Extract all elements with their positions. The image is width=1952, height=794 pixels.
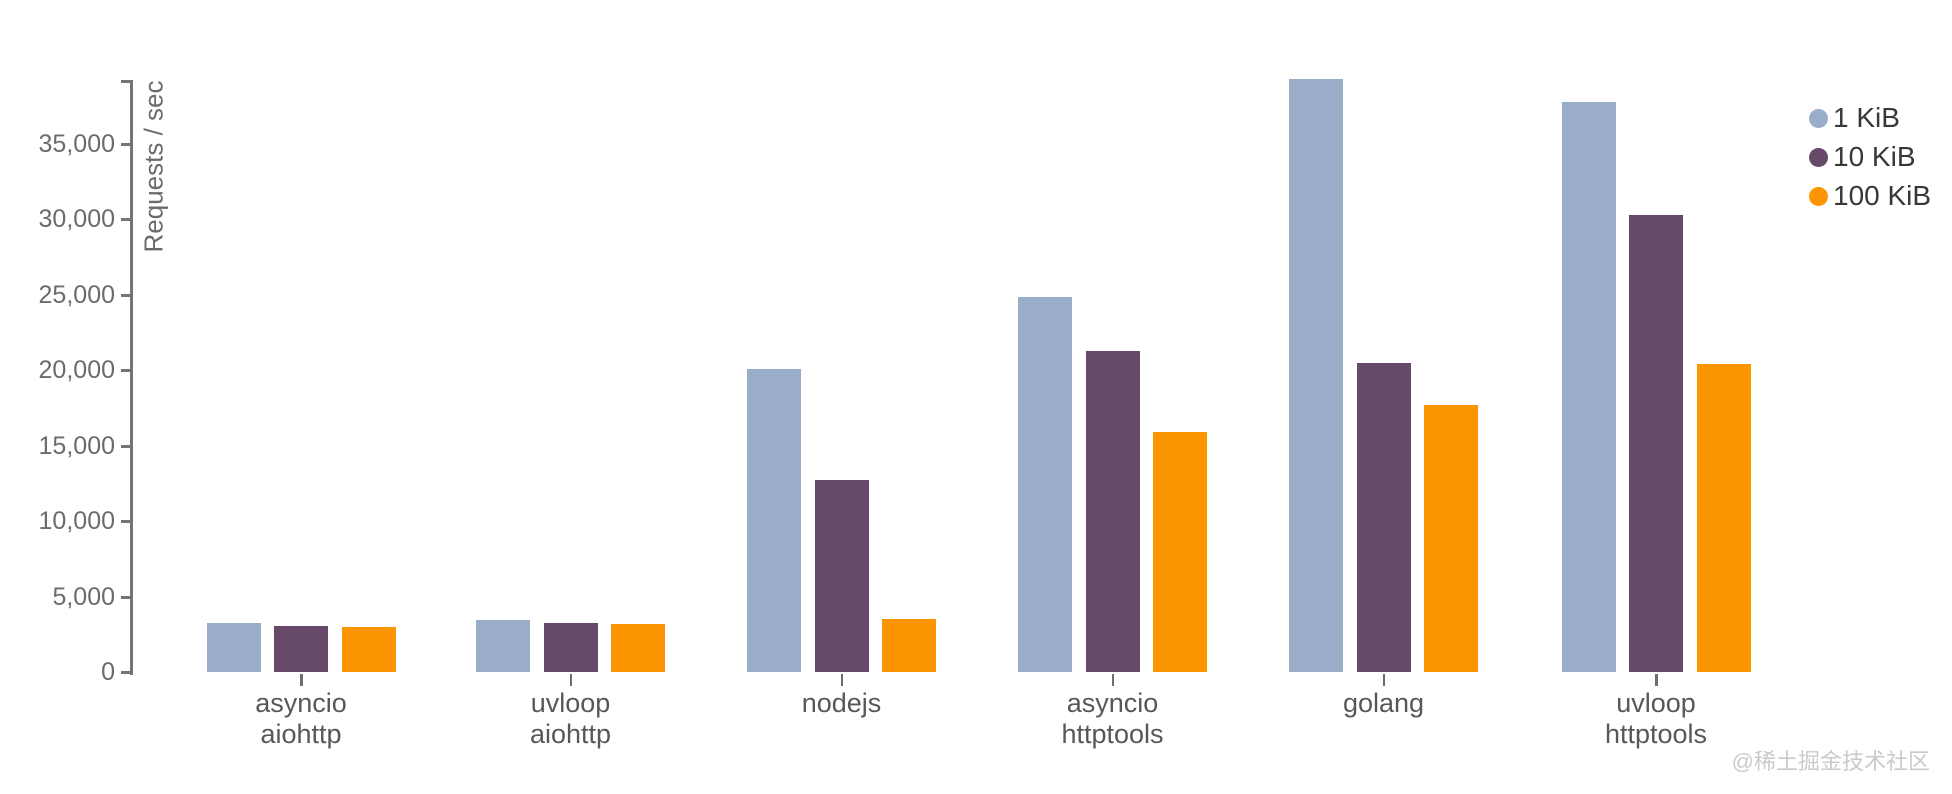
x-label-line: httptools	[1604, 719, 1708, 749]
legend-item-1-kib: 1 KiB	[1809, 104, 1900, 132]
legend-swatch-10-kib	[1809, 147, 1828, 167]
bar-100-kib-uvloop-httptools	[1696, 363, 1751, 672]
x-label-line: asyncio	[255, 688, 347, 718]
x-tick-asyncio-httptools	[1111, 674, 1114, 686]
y-tick-label: 20,000	[38, 356, 115, 385]
x-label-line: aiohttp	[260, 719, 342, 749]
y-axis-tick	[121, 293, 130, 297]
y-tick-label: 35,000	[38, 129, 115, 158]
bar-1-kib-golang	[1289, 78, 1343, 672]
x-label-line: asyncio	[1066, 688, 1159, 718]
y-axis-tick	[121, 142, 130, 146]
bar-10-kib-nodejs	[814, 480, 869, 672]
bar-1-kib-asyncio-httptools	[1018, 297, 1072, 672]
x-label-line: golang	[1342, 688, 1425, 718]
x-label-line: aiohttp	[529, 719, 612, 749]
x-tick-uvloop-httptools	[1655, 674, 1658, 686]
y-axis-end-cap	[121, 80, 130, 83]
x-label-uvloop-aiohttp: uvloop aiohttp	[421, 688, 721, 750]
y-tick-label: 25,000	[38, 280, 115, 309]
x-label-line: nodejs	[801, 688, 882, 718]
bar-100-kib-nodejs	[882, 619, 936, 672]
x-label-asyncio-aiohttp: asyncio aiohttp	[151, 688, 451, 750]
x-label-nodejs: nodejs	[692, 688, 992, 719]
legend-swatch-1-kib	[1809, 108, 1828, 128]
bar-1-kib-asyncio-aiohttp	[206, 622, 261, 672]
x-label-line: uvloop	[1616, 688, 1696, 718]
x-label-uvloop-httptools: uvloop httptools	[1506, 688, 1806, 750]
y-tick-label: 5,000	[52, 582, 115, 611]
legend-label: 100 KiB	[1833, 180, 1932, 211]
bar-100-kib-uvloop-aiohttp	[611, 624, 665, 672]
legend-swatch-100-kib	[1809, 186, 1828, 206]
legend-label: 1 KiB	[1833, 102, 1900, 133]
legend: 1 KiB 10 KiB 100 KiB	[1809, 104, 1949, 224]
legend-item-100-kib: 100 KiB	[1809, 182, 1931, 210]
y-tick-label: 15,000	[38, 431, 115, 460]
legend-label: 10 KiB	[1833, 141, 1916, 172]
x-tick-asyncio-aiohttp	[300, 674, 303, 686]
bar-100-kib-golang	[1424, 405, 1478, 672]
y-axis-tick	[121, 369, 130, 373]
bar-100-kib-asyncio-aiohttp	[341, 627, 396, 672]
bar-10-kib-uvloop-httptools	[1629, 214, 1683, 672]
x-label-line: httptools	[1061, 719, 1164, 749]
y-axis-tick	[121, 444, 130, 448]
y-axis-tick	[121, 218, 130, 222]
legend-item-10-kib: 10 KiB	[1809, 143, 1916, 171]
x-tick-uvloop-aiohttp	[569, 674, 572, 686]
x-label-line: uvloop	[530, 688, 611, 718]
bar-10-kib-golang	[1356, 362, 1411, 672]
y-axis-tick	[121, 520, 130, 524]
y-tick-label: 30,000	[38, 205, 115, 234]
y-axis-title: Requests / sec	[138, 80, 169, 253]
watermark-text: @稀土掘金技术社区	[1731, 749, 1930, 774]
x-label-golang: golang	[1234, 688, 1534, 719]
bar-100-kib-asyncio-httptools	[1153, 432, 1207, 672]
x-tick-nodejs	[840, 674, 843, 686]
bar-1-kib-uvloop-aiohttp	[476, 619, 530, 672]
x-tick-golang	[1382, 674, 1385, 686]
y-axis-tick	[121, 671, 130, 674]
y-tick-label: 0	[101, 658, 115, 686]
bar-1-kib-nodejs	[747, 369, 801, 672]
y-axis-line	[130, 80, 133, 675]
y-axis-tick	[121, 595, 130, 599]
bar-10-kib-asyncio-aiohttp	[274, 625, 328, 672]
x-label-asyncio-httptools: asyncio httptools	[963, 688, 1263, 750]
y-tick-label: 10,000	[38, 507, 115, 536]
bar-1-kib-uvloop-httptools	[1561, 102, 1616, 672]
bar-10-kib-asyncio-httptools	[1085, 351, 1140, 672]
bar-10-kib-uvloop-aiohttp	[543, 622, 598, 672]
